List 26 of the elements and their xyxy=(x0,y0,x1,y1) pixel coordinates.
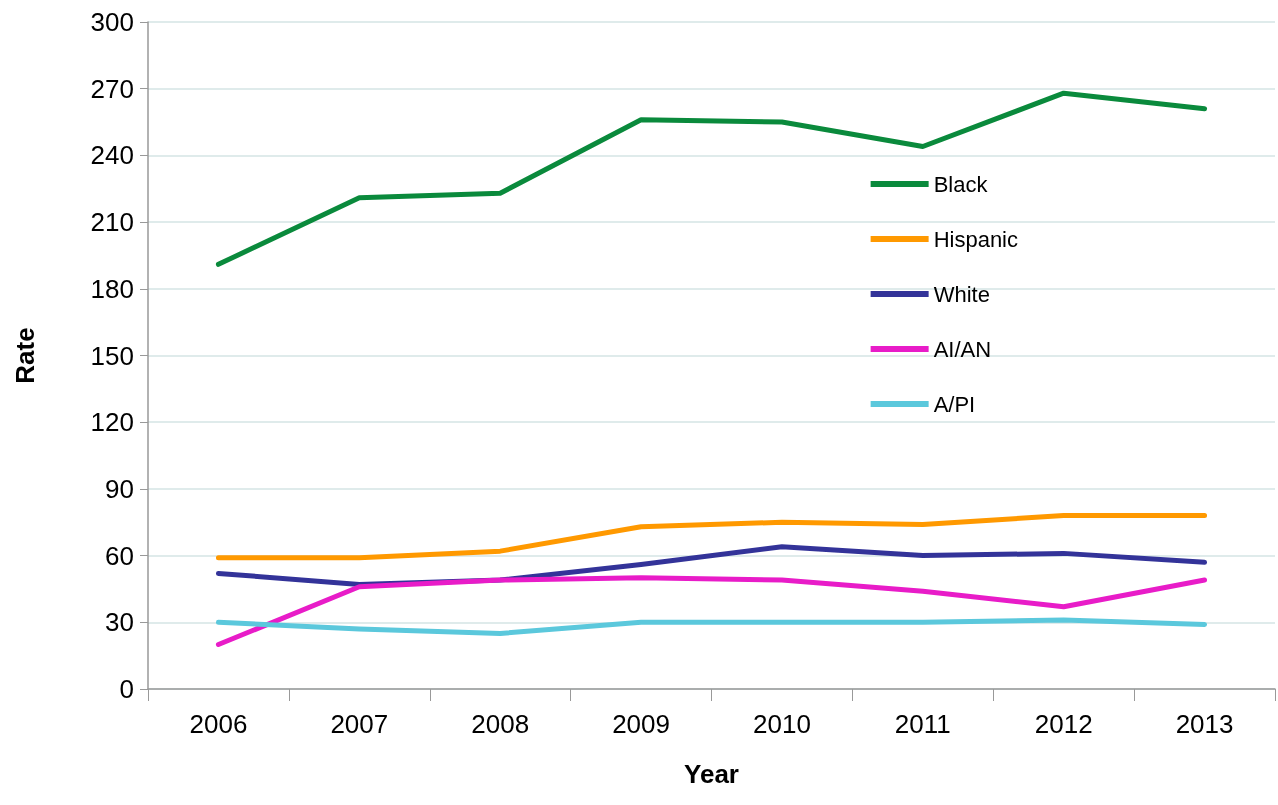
y-tick-label: 300 xyxy=(90,7,134,37)
y-tick-label: 90 xyxy=(105,473,134,504)
y-tick-label: 120 xyxy=(90,407,134,438)
legend-label: Hispanic xyxy=(933,226,1019,252)
y-axis-title: Rate xyxy=(10,327,40,384)
x-tick-label: 2013 xyxy=(1175,709,1234,739)
legend-label: Black xyxy=(933,171,989,197)
x-tick-label: 2010 xyxy=(753,709,811,739)
x-tick-label: 2011 xyxy=(894,709,951,739)
legend-label: A/PI xyxy=(933,391,976,417)
x-tick-label: 2009 xyxy=(612,709,670,739)
x-tick-label: 2012 xyxy=(1034,709,1093,739)
y-tick-label: 210 xyxy=(90,207,134,238)
y-tick-label: 180 xyxy=(90,273,134,304)
y-tick-label: 150 xyxy=(90,340,134,371)
y-tick-label: 270 xyxy=(90,73,134,104)
y-tick-label: 0 xyxy=(119,674,134,704)
legend-label: AI/AN xyxy=(933,336,992,362)
y-tick-label: 240 xyxy=(90,140,134,171)
x-tick-label: 2006 xyxy=(189,709,248,739)
y-tick-label: 30 xyxy=(105,607,134,638)
y-tick-label: 60 xyxy=(105,540,134,571)
x-tick-label: 2008 xyxy=(471,709,530,739)
x-axis-title: Year xyxy=(684,759,739,789)
x-tick-label: 2007 xyxy=(330,709,389,739)
legend-label: White xyxy=(933,281,990,307)
